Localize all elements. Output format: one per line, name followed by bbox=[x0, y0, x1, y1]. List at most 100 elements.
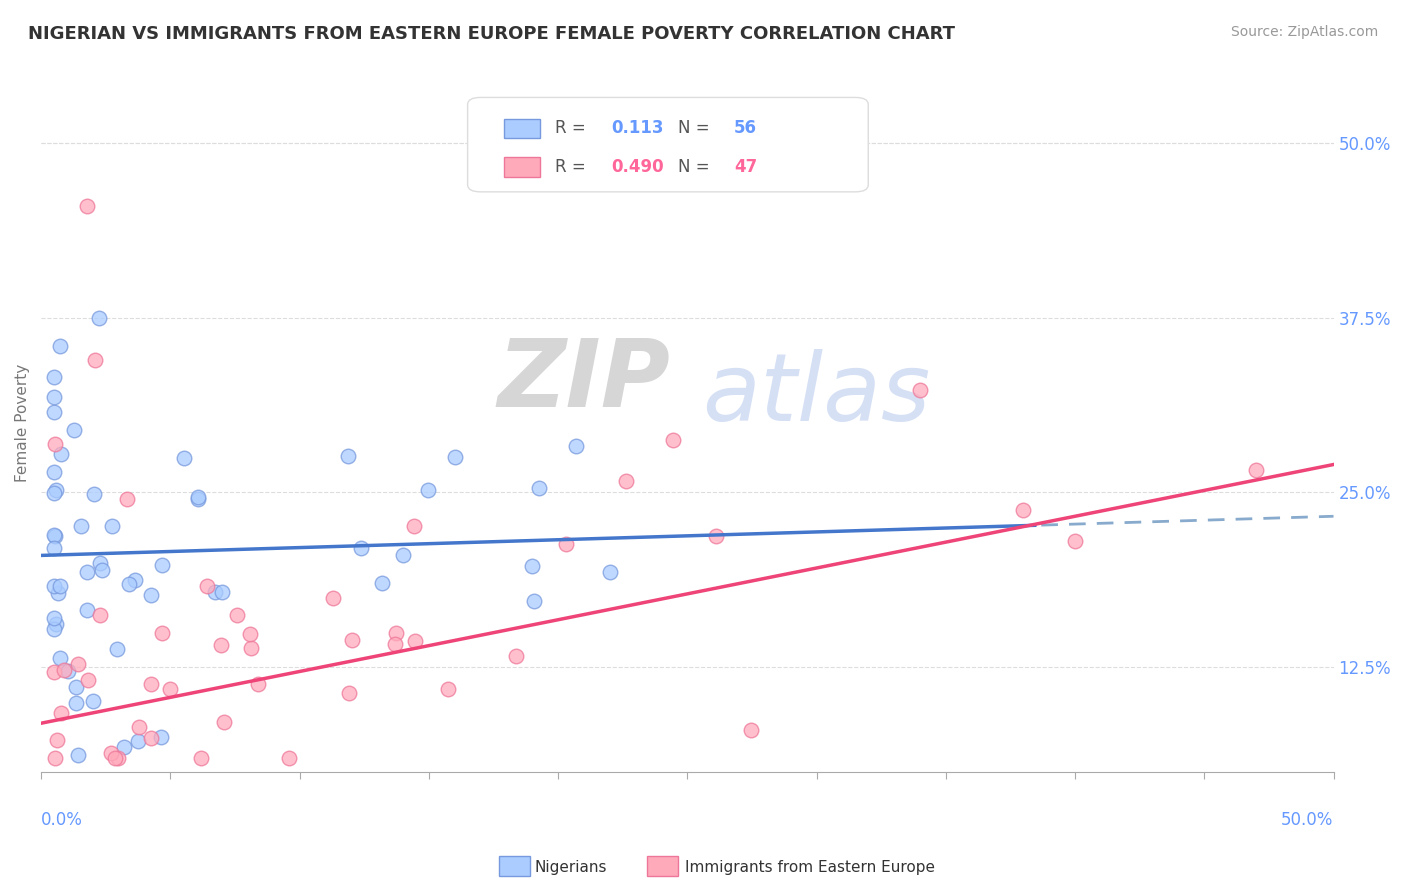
Point bbox=[91, 563, 114, 577]
Point bbox=[45, 616, 67, 631]
Point bbox=[82, 694, 104, 708]
Point bbox=[112, 739, 135, 754]
Point bbox=[46, 586, 69, 600]
Point bbox=[42, 486, 65, 500]
Point bbox=[44, 436, 66, 450]
Point bbox=[49, 706, 72, 720]
Point bbox=[42, 465, 65, 479]
Point bbox=[522, 558, 544, 573]
Point bbox=[49, 447, 72, 461]
Point bbox=[614, 475, 637, 489]
Point bbox=[444, 450, 467, 464]
Point bbox=[100, 746, 122, 760]
Point bbox=[42, 611, 65, 625]
Point bbox=[565, 439, 588, 453]
Point bbox=[44, 528, 66, 542]
Text: N =: N = bbox=[678, 158, 716, 176]
Point bbox=[527, 481, 550, 495]
Point bbox=[44, 528, 66, 542]
Point bbox=[1244, 463, 1267, 477]
Point bbox=[404, 518, 426, 533]
Point bbox=[66, 747, 89, 762]
Point bbox=[159, 682, 181, 697]
FancyBboxPatch shape bbox=[468, 97, 869, 192]
Point bbox=[48, 339, 70, 353]
Point bbox=[83, 487, 105, 501]
Point bbox=[173, 450, 195, 465]
Point bbox=[42, 390, 65, 404]
Point bbox=[1012, 503, 1035, 517]
Text: NIGERIAN VS IMMIGRANTS FROM EASTERN EUROPE FEMALE POVERTY CORRELATION CHART: NIGERIAN VS IMMIGRANTS FROM EASTERN EURO… bbox=[28, 25, 955, 43]
Point bbox=[141, 731, 163, 745]
Point bbox=[392, 548, 415, 562]
Point bbox=[350, 541, 373, 555]
Point bbox=[76, 603, 98, 617]
Point bbox=[212, 715, 235, 730]
Point bbox=[76, 673, 98, 687]
Point bbox=[45, 733, 67, 747]
Point bbox=[101, 518, 124, 533]
Text: 0.113: 0.113 bbox=[612, 120, 664, 137]
Point bbox=[44, 751, 66, 765]
Text: R =: R = bbox=[555, 120, 592, 137]
Point bbox=[89, 608, 111, 623]
Point bbox=[65, 696, 87, 710]
Point bbox=[139, 588, 162, 602]
Text: 50.0%: 50.0% bbox=[1281, 811, 1333, 829]
Text: 56: 56 bbox=[734, 120, 756, 137]
Text: 47: 47 bbox=[734, 158, 756, 176]
Point bbox=[246, 677, 269, 691]
Point bbox=[187, 491, 209, 506]
Point bbox=[240, 641, 263, 656]
Text: 0.0%: 0.0% bbox=[41, 811, 83, 829]
Point bbox=[554, 537, 576, 551]
Point bbox=[63, 423, 86, 437]
Point bbox=[523, 594, 546, 608]
Point bbox=[115, 492, 138, 507]
Point bbox=[370, 576, 392, 591]
Text: Source: ZipAtlas.com: Source: ZipAtlas.com bbox=[1230, 25, 1378, 39]
Point bbox=[42, 405, 65, 419]
Point bbox=[89, 310, 111, 325]
Point bbox=[211, 585, 233, 599]
Point bbox=[42, 622, 65, 636]
Point bbox=[195, 579, 218, 593]
Point bbox=[209, 638, 232, 652]
Point bbox=[239, 627, 262, 641]
Point bbox=[204, 584, 226, 599]
Point bbox=[505, 649, 527, 664]
Text: atlas: atlas bbox=[703, 349, 931, 440]
Point bbox=[416, 483, 439, 497]
Point bbox=[599, 565, 621, 579]
Point bbox=[53, 663, 76, 677]
Point bbox=[322, 591, 344, 606]
Point bbox=[124, 573, 146, 587]
Point bbox=[49, 651, 72, 665]
Point bbox=[404, 634, 426, 648]
Point bbox=[49, 578, 72, 592]
Point bbox=[187, 491, 209, 505]
Point bbox=[226, 608, 249, 623]
Point bbox=[740, 723, 762, 738]
Point bbox=[42, 665, 65, 679]
Text: Immigrants from Eastern Europe: Immigrants from Eastern Europe bbox=[685, 860, 935, 874]
Point bbox=[150, 558, 173, 572]
Text: Nigerians: Nigerians bbox=[534, 860, 607, 874]
Point bbox=[190, 751, 212, 765]
Point bbox=[337, 686, 360, 700]
Point bbox=[42, 579, 65, 593]
Point bbox=[1064, 534, 1087, 549]
Point bbox=[118, 576, 141, 591]
Point bbox=[150, 626, 173, 640]
Point bbox=[437, 681, 460, 696]
Text: 0.490: 0.490 bbox=[612, 158, 664, 176]
Point bbox=[139, 677, 162, 691]
Point bbox=[908, 384, 931, 398]
Point bbox=[84, 352, 107, 367]
Point bbox=[336, 449, 359, 463]
Point bbox=[70, 519, 93, 533]
Point bbox=[105, 642, 128, 657]
Point bbox=[76, 199, 98, 213]
Point bbox=[661, 433, 683, 447]
Point bbox=[42, 541, 65, 555]
